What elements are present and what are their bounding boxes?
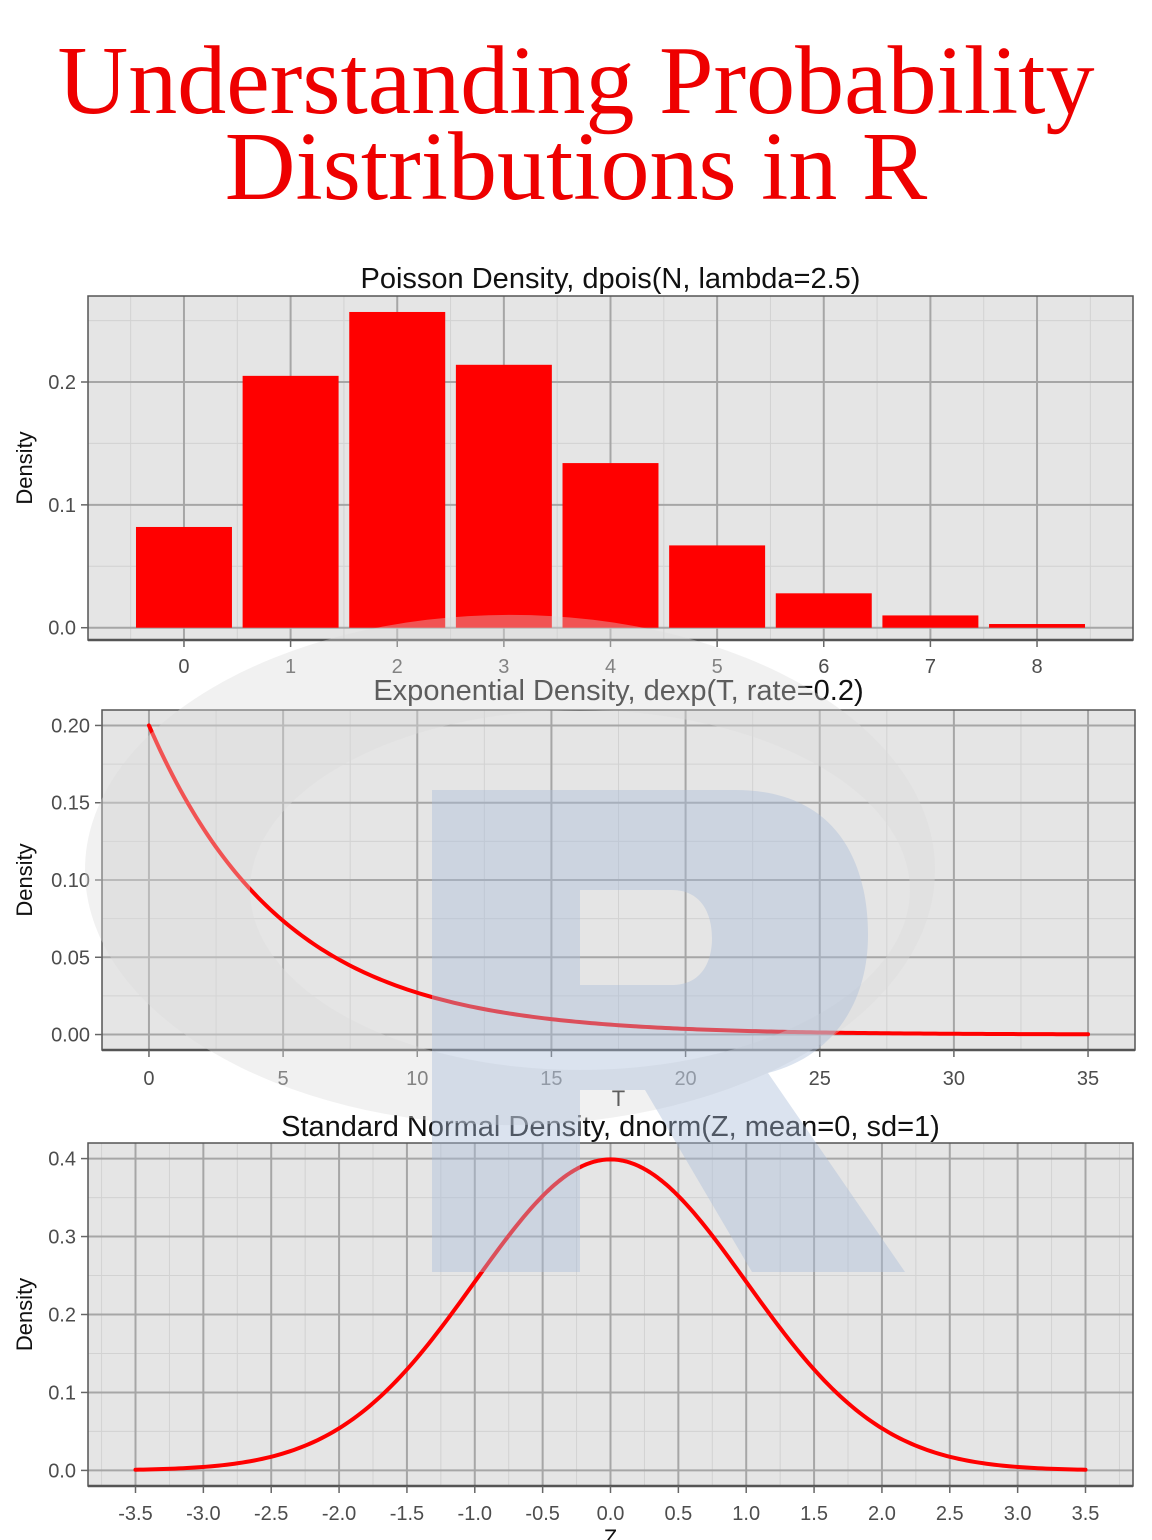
norm-x-tick-label: 0.5 xyxy=(664,1503,692,1525)
exp-y-tick-label: 0.15 xyxy=(51,793,90,815)
norm-x-tick-label: -3.0 xyxy=(186,1503,220,1525)
poisson-x-tick-label: 6 xyxy=(818,656,829,678)
norm-x-tick-label: 0.0 xyxy=(597,1503,625,1525)
norm-y-tick-label: 0.2 xyxy=(48,1305,76,1327)
poisson-y-tick-label: 0.1 xyxy=(48,495,76,517)
norm-x-tick-label: 3.0 xyxy=(1004,1503,1032,1525)
norm-x-tick-label: -1.5 xyxy=(390,1503,424,1525)
poisson-bar xyxy=(135,526,232,628)
poisson-bar xyxy=(775,593,872,628)
poisson-bar xyxy=(242,375,339,628)
exponential-density-chart: 0 5 10 15 20 25 30 35 0.00 0.05 0.10 0.15 0.20 Expone… xyxy=(12,675,1136,1111)
poisson-bar xyxy=(669,545,766,628)
norm-x-tick-label: 2.5 xyxy=(936,1503,964,1525)
exp-y-tick-label: 0.10 xyxy=(51,870,90,892)
poisson-bar xyxy=(882,615,979,628)
normal-density-chart: -3.5 -3.0 -2.5 -2.0 -1.5 -1.0 -0.5 0.0 0.5 1.0 1.5… xyxy=(12,1111,1134,1540)
exp-x-tick-label: 15 xyxy=(540,1068,562,1090)
norm-x-tick-label: -0.5 xyxy=(525,1503,559,1525)
poisson-y-axis-label: Density xyxy=(12,431,37,504)
poisson-x-tick-label: 5 xyxy=(712,656,723,678)
exp-x-tick-label: 5 xyxy=(278,1068,289,1090)
page-title: Understanding Probability Distributions i… xyxy=(0,32,1152,216)
poisson-x-tick-label: 0 xyxy=(178,656,189,678)
exp-x-tick-label: 10 xyxy=(406,1068,428,1090)
poisson-bar xyxy=(562,463,659,628)
norm-y-tick-label: 0.0 xyxy=(48,1460,76,1482)
poisson-x-tick-label: 8 xyxy=(1031,656,1042,678)
norm-x-tick-label: -3.5 xyxy=(118,1503,152,1525)
poisson-chart-title: Poisson Density, dpois(N, lambda=2.5) xyxy=(361,263,861,295)
exp-density-curve xyxy=(146,723,1091,1037)
poisson-bar xyxy=(455,364,552,628)
exp-chart-title: Exponential Density, dexp(T, rate=0.2) xyxy=(373,675,863,707)
norm-y-axis-label: Density xyxy=(12,1278,37,1351)
norm-density-curve xyxy=(133,1157,1088,1472)
poisson-bar xyxy=(349,311,446,628)
poisson-density-chart: 0 1 2 3 4 5 6 7 8 0.0 0.1 0.2 Poisson Density, dpois… xyxy=(12,263,1134,678)
exp-x-tick-label: 20 xyxy=(674,1068,696,1090)
exp-y-tick-label: 0.05 xyxy=(51,947,90,969)
exp-x-axis-label: T xyxy=(612,1086,625,1111)
norm-y-tick-label: 0.4 xyxy=(48,1149,76,1171)
exp-x-tick-label: 25 xyxy=(809,1068,831,1090)
norm-x-tick-label: -2.5 xyxy=(254,1503,288,1525)
title-line-2: Distributions in R xyxy=(224,113,928,221)
norm-x-tick-label: 2.0 xyxy=(868,1503,896,1525)
norm-x-tick-label: -1.0 xyxy=(458,1503,492,1525)
poisson-x-tick-label: 3 xyxy=(498,656,509,678)
title-line-1: Understanding Probability xyxy=(57,27,1095,135)
poisson-y-tick-label: 0.2 xyxy=(48,372,76,394)
exp-y-tick-label: 0.00 xyxy=(51,1025,90,1047)
norm-x-tick-label: 1.0 xyxy=(732,1503,760,1525)
norm-x-tick-label: 3.5 xyxy=(1072,1503,1100,1525)
exp-x-tick-label: 30 xyxy=(943,1068,965,1090)
norm-x-axis-label: Z xyxy=(604,1525,617,1540)
exp-x-tick-label: 35 xyxy=(1077,1068,1099,1090)
poisson-x-tick-label: 7 xyxy=(925,656,936,678)
poisson-x-tick-label: 2 xyxy=(392,656,403,678)
exp-y-axis-label: Density xyxy=(12,843,37,916)
norm-y-tick-label: 0.3 xyxy=(48,1227,76,1249)
poisson-x-tick-label: 4 xyxy=(605,656,616,678)
exp-x-tick-label: 0 xyxy=(143,1068,154,1090)
exp-y-tick-label: 0.20 xyxy=(51,715,90,737)
norm-chart-title: Standard Normal Density, dnorm(Z, mean=0… xyxy=(281,1111,940,1143)
poisson-x-tick-label: 1 xyxy=(285,656,296,678)
norm-y-tick-label: 0.1 xyxy=(48,1382,76,1404)
norm-x-tick-label: -2.0 xyxy=(322,1503,356,1525)
poisson-y-tick-label: 0.0 xyxy=(48,618,76,640)
poisson-bar xyxy=(989,624,1086,628)
norm-x-tick-label: 1.5 xyxy=(800,1503,828,1525)
